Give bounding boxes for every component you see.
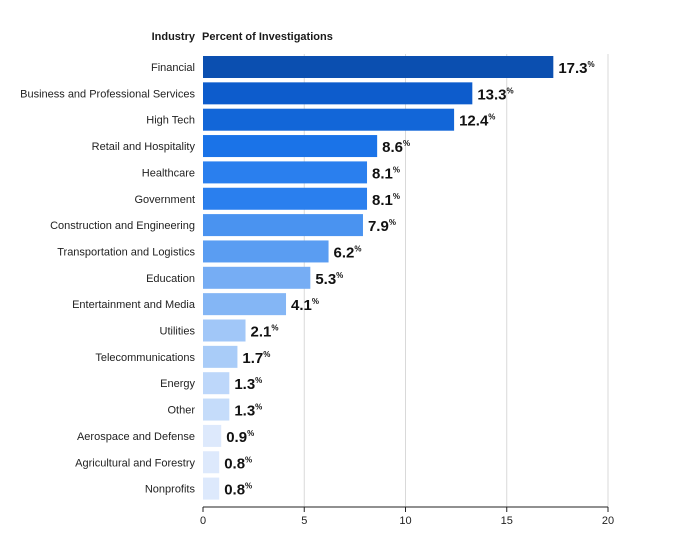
value-percent-sign: %	[403, 139, 410, 148]
bar	[203, 187, 368, 210]
bar	[203, 319, 246, 342]
value-label: 1.3%	[234, 403, 262, 420]
bar	[203, 293, 287, 316]
bar	[203, 266, 311, 289]
value-label: 8.1%	[372, 165, 400, 182]
value-label: 1.7%	[242, 350, 270, 367]
category-label: Energy	[160, 378, 195, 390]
value-percent-sign: %	[354, 244, 361, 253]
value-number: 1.3	[234, 376, 255, 393]
value-labels: 17.3%13.3%12.4%8.6%8.1%8.1%7.9%6.2%5.3%4…	[224, 60, 594, 499]
value-percent-sign: %	[263, 350, 270, 359]
bar	[203, 214, 363, 237]
value-percent-sign: %	[488, 113, 495, 122]
value-axis-header: Percent of Investigations	[202, 31, 333, 43]
value-label: 12.4%	[459, 113, 495, 130]
category-label: Nonprofits	[145, 484, 196, 496]
category-label: Education	[146, 273, 195, 285]
category-label: Financial	[151, 62, 195, 74]
category-label: Entertainment and Media	[72, 299, 196, 311]
x-tick-label: 10	[399, 515, 411, 527]
bar	[203, 108, 455, 131]
value-label: 5.3%	[315, 271, 343, 288]
value-number: 6.2	[334, 244, 355, 261]
value-label: 4.1%	[291, 297, 319, 314]
bar	[203, 477, 220, 500]
value-percent-sign: %	[588, 60, 595, 69]
bars	[203, 56, 554, 500]
value-label: 2.1%	[251, 324, 279, 341]
category-labels: Financial Business and Professional Servi…	[20, 62, 196, 496]
value-percent-sign: %	[336, 271, 343, 280]
value-label: 8.1%	[372, 192, 400, 209]
category-label: Telecommunications	[95, 352, 195, 364]
value-percent-sign: %	[255, 403, 262, 412]
value-label: 1.3%	[234, 376, 262, 393]
value-number: 8.1	[372, 165, 393, 182]
value-percent-sign: %	[271, 324, 278, 333]
x-axis-ticks: 0 5 10 15 20	[200, 507, 614, 527]
value-label: 13.3%	[477, 86, 513, 103]
category-label: Utilities	[160, 326, 196, 338]
value-number: 7.9	[368, 218, 389, 235]
bar	[203, 345, 238, 368]
x-tick-label: 20	[602, 515, 614, 527]
value-percent-sign: %	[393, 165, 400, 174]
category-label: Construction and Engineering	[50, 220, 195, 232]
value-number: 17.3	[558, 60, 587, 77]
value-label: 7.9%	[368, 218, 396, 235]
category-label: Government	[134, 194, 195, 206]
x-tick-label: 15	[501, 515, 513, 527]
value-percent-sign: %	[245, 482, 252, 491]
x-tick-label: 5	[301, 515, 307, 527]
value-label: 0.8%	[224, 455, 252, 472]
value-percent-sign: %	[247, 429, 254, 438]
bar	[203, 372, 230, 395]
bar	[203, 240, 329, 263]
value-number: 0.8	[224, 455, 245, 472]
value-number: 2.1	[251, 324, 272, 341]
bar	[203, 451, 220, 474]
value-number: 1.7	[242, 350, 263, 367]
bar	[203, 82, 473, 105]
value-percent-sign: %	[255, 376, 262, 385]
category-label: High Tech	[146, 115, 195, 127]
value-number: 0.9	[226, 429, 247, 446]
value-percent-sign: %	[245, 455, 252, 464]
category-label: Retail and Hospitality	[92, 141, 196, 153]
value-label: 0.9%	[226, 429, 254, 446]
value-number: 1.3	[234, 403, 255, 420]
value-number: 8.6	[382, 139, 403, 156]
bar	[203, 424, 222, 447]
value-number: 5.3	[315, 271, 336, 288]
category-label: Aerospace and Defense	[77, 431, 195, 443]
bar	[203, 135, 378, 158]
category-label: Business and Professional Services	[20, 88, 195, 100]
bar	[203, 56, 554, 78]
value-label: 0.8%	[224, 482, 252, 499]
value-label: 8.6%	[382, 139, 410, 156]
category-label: Transportation and Logistics	[57, 246, 195, 258]
value-number: 0.8	[224, 482, 245, 499]
value-number: 4.1	[291, 297, 312, 314]
value-number: 12.4	[459, 113, 489, 130]
value-label: 17.3%	[558, 60, 594, 77]
value-label: 6.2%	[334, 244, 362, 261]
category-label: Agricultural and Forestry	[75, 457, 195, 469]
value-percent-sign: %	[507, 86, 514, 95]
category-label: Healthcare	[142, 167, 195, 179]
x-tick-label: 0	[200, 515, 206, 527]
category-axis-header: Industry	[152, 31, 196, 43]
value-percent-sign: %	[312, 297, 319, 306]
value-number: 8.1	[372, 192, 393, 209]
bar	[203, 398, 230, 421]
value-number: 13.3	[477, 86, 506, 103]
value-percent-sign: %	[393, 192, 400, 201]
category-label: Other	[167, 405, 195, 417]
value-percent-sign: %	[389, 218, 396, 227]
bar	[203, 161, 368, 184]
